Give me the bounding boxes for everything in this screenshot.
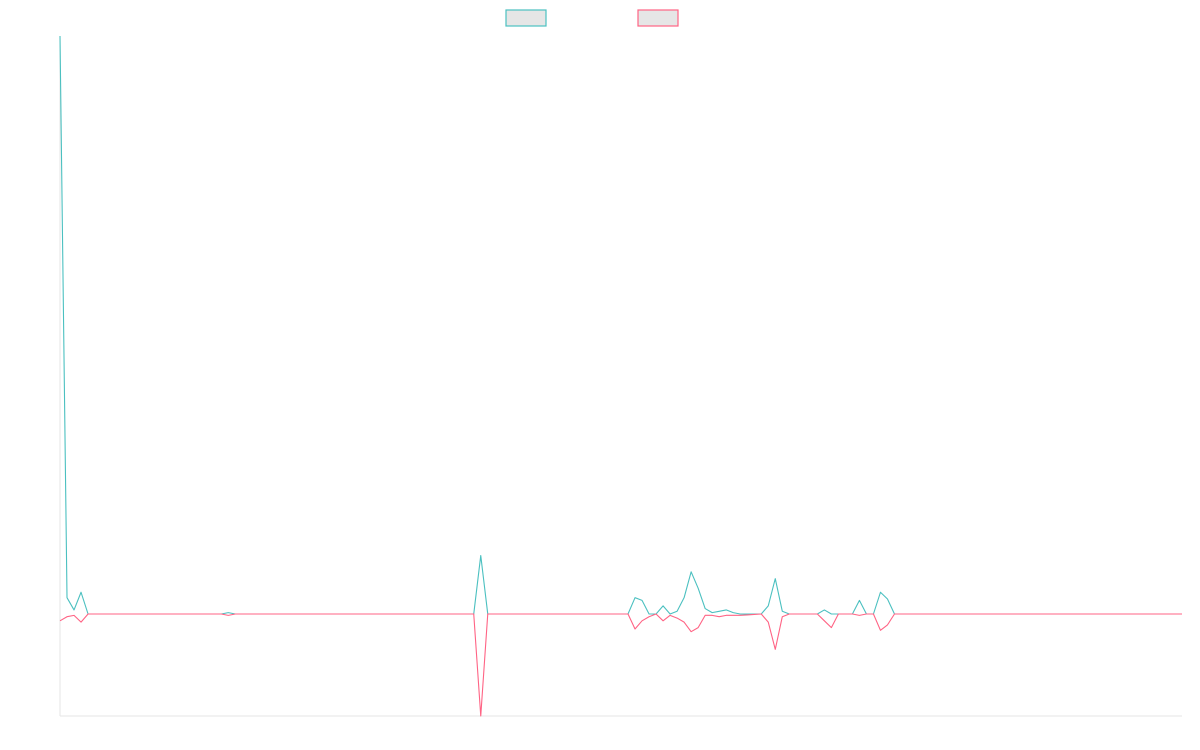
legend — [505, 9, 679, 27]
plot-area — [59, 35, 1182, 717]
series-line-2 — [59, 613, 1182, 717]
series-line-1 — [59, 35, 1182, 615]
legend-item-1[interactable] — [505, 9, 547, 27]
axes — [59, 36, 1182, 717]
legend-swatch-1 — [505, 9, 547, 27]
legend-item-2[interactable] — [637, 9, 679, 27]
legend-swatch-2 — [637, 9, 679, 27]
